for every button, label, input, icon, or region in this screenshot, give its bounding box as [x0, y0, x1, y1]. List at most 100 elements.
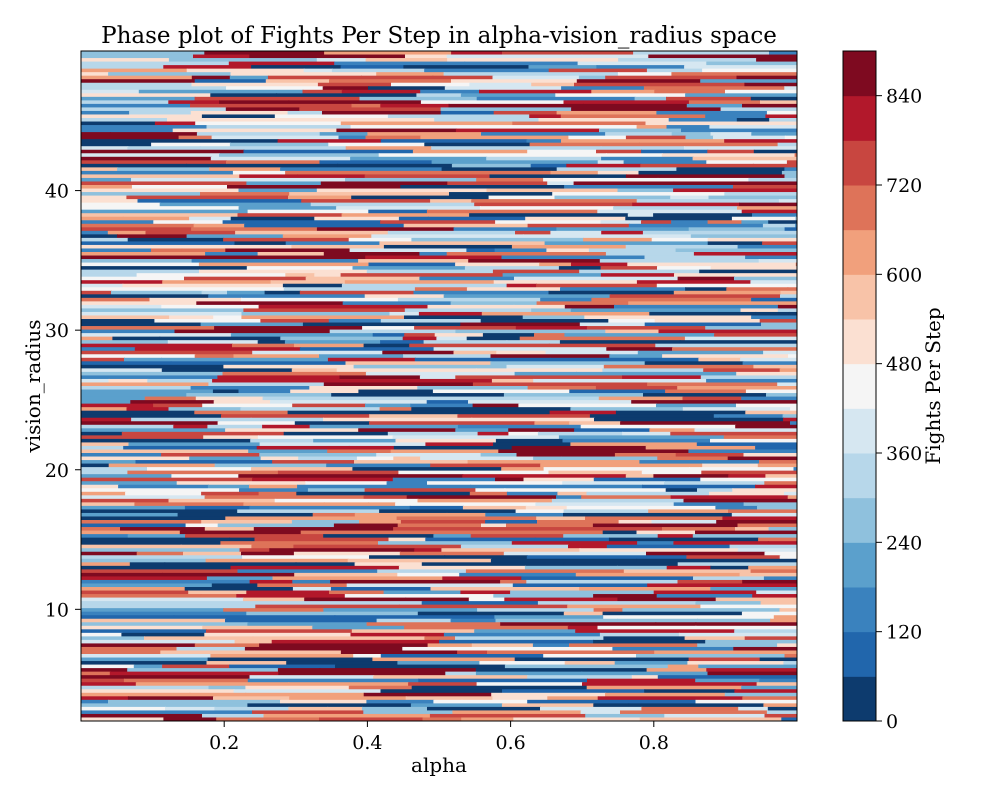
heatmap-cell	[677, 386, 797, 391]
heatmap-cell	[578, 75, 607, 80]
heatmap-cell	[641, 220, 673, 225]
heatmap-cell	[608, 319, 656, 324]
heatmap-cell	[752, 163, 797, 168]
x-tick-label: 0.8	[639, 732, 669, 754]
heatmap-cell	[81, 474, 173, 479]
heatmap-cell	[742, 579, 797, 585]
heatmap-cell	[713, 414, 784, 419]
heatmap-cell	[358, 389, 434, 394]
heatmap-cell	[305, 276, 421, 281]
heatmap-cell	[347, 558, 492, 563]
heatmap-cell	[285, 241, 381, 246]
heatmap-cell	[299, 347, 435, 352]
heatmap-cell	[81, 618, 226, 623]
heatmap-cell	[724, 192, 797, 197]
heatmap-cell	[427, 304, 515, 310]
heatmap-cell	[81, 142, 153, 147]
heatmap-cell	[81, 220, 155, 225]
heatmap-cell	[151, 248, 183, 253]
heatmap-cell	[571, 107, 722, 112]
heatmap-cell	[433, 534, 472, 539]
heatmap-cell	[329, 329, 457, 334]
heatmap-cell	[226, 86, 324, 91]
heatmap-cell	[251, 65, 342, 70]
heatmap-cell	[585, 516, 724, 521]
heatmap-cell	[365, 371, 516, 377]
heatmap-cell	[208, 294, 306, 299]
heatmap-cell	[443, 632, 601, 637]
heatmap-cell	[81, 252, 207, 257]
heatmap-cell	[696, 442, 797, 447]
heatmap-cell	[81, 202, 161, 207]
heatmap-cell	[641, 470, 703, 475]
heatmap-cell	[396, 516, 538, 521]
colorbar-band	[843, 453, 876, 499]
heatmap-cell	[756, 590, 797, 595]
heatmap-cell	[81, 604, 257, 609]
heatmap-cell	[302, 89, 343, 94]
heatmap-cell	[123, 445, 258, 451]
heatmap-cell	[288, 100, 422, 105]
heatmap-cell	[634, 96, 667, 101]
heatmap-cell	[81, 361, 172, 366]
heatmap-cell	[465, 569, 625, 574]
heatmap-cell	[81, 668, 129, 673]
heatmap-cell	[586, 685, 743, 690]
heatmap-cell	[81, 657, 209, 662]
heatmap-cell	[591, 297, 683, 302]
heatmap-cell	[759, 678, 797, 683]
heatmap-cell	[405, 54, 448, 59]
heatmap-cell	[481, 311, 651, 317]
heatmap-cell	[353, 654, 382, 659]
heatmap-cell	[444, 555, 528, 560]
heatmap-cell	[81, 516, 227, 521]
heatmap-cell	[401, 650, 459, 655]
heatmap-cell	[481, 523, 507, 528]
heatmap-cell	[367, 132, 482, 137]
heatmap-cell	[229, 75, 269, 80]
heatmap-cell	[519, 336, 686, 341]
heatmap-cell	[448, 103, 584, 109]
heatmap-cell	[609, 354, 664, 359]
heatmap-cell	[81, 636, 145, 641]
heatmap-cell	[387, 230, 516, 235]
heatmap-cell	[124, 357, 163, 362]
heatmap-cell	[293, 544, 462, 549]
heatmap-cell	[574, 82, 746, 87]
heatmap-cell	[560, 287, 687, 292]
heatmap-cell	[461, 699, 529, 704]
colorbar-label: Fights Per Step	[921, 307, 945, 464]
heatmap-cell	[282, 283, 343, 288]
heatmap-cell	[614, 453, 677, 458]
heatmap-cell	[687, 661, 785, 666]
heatmap-cell	[737, 523, 797, 528]
heatmap-cell	[777, 643, 797, 648]
heatmap-cell	[599, 128, 682, 133]
heatmap-cell	[702, 68, 797, 73]
heatmap-cell	[291, 244, 385, 250]
heatmap-cell	[743, 453, 797, 458]
heatmap-cell	[420, 89, 480, 94]
heatmap-cell	[532, 643, 570, 648]
heatmap-cell	[690, 234, 797, 239]
heatmap-cell	[591, 89, 656, 94]
heatmap-cell	[287, 410, 456, 415]
heatmap-cell	[736, 371, 797, 377]
heatmap-cell	[299, 206, 338, 211]
heatmap-cell	[358, 259, 470, 264]
heatmap-cell	[444, 86, 563, 91]
heatmap-cell	[368, 209, 428, 214]
heatmap-cell	[81, 562, 131, 567]
heatmap-cell	[81, 51, 206, 56]
heatmap-cell	[586, 326, 707, 331]
heatmap-cell	[501, 703, 595, 708]
heatmap-cell	[81, 417, 133, 422]
colorbar-frame	[842, 50, 877, 722]
heatmap-cell	[581, 671, 709, 676]
heatmap-cell	[191, 75, 231, 80]
heatmap-cell	[514, 657, 690, 662]
heatmap-cell	[312, 625, 406, 630]
heatmap-cell	[256, 445, 350, 451]
heatmap-cell	[81, 428, 227, 433]
heatmap-cell	[214, 706, 290, 712]
